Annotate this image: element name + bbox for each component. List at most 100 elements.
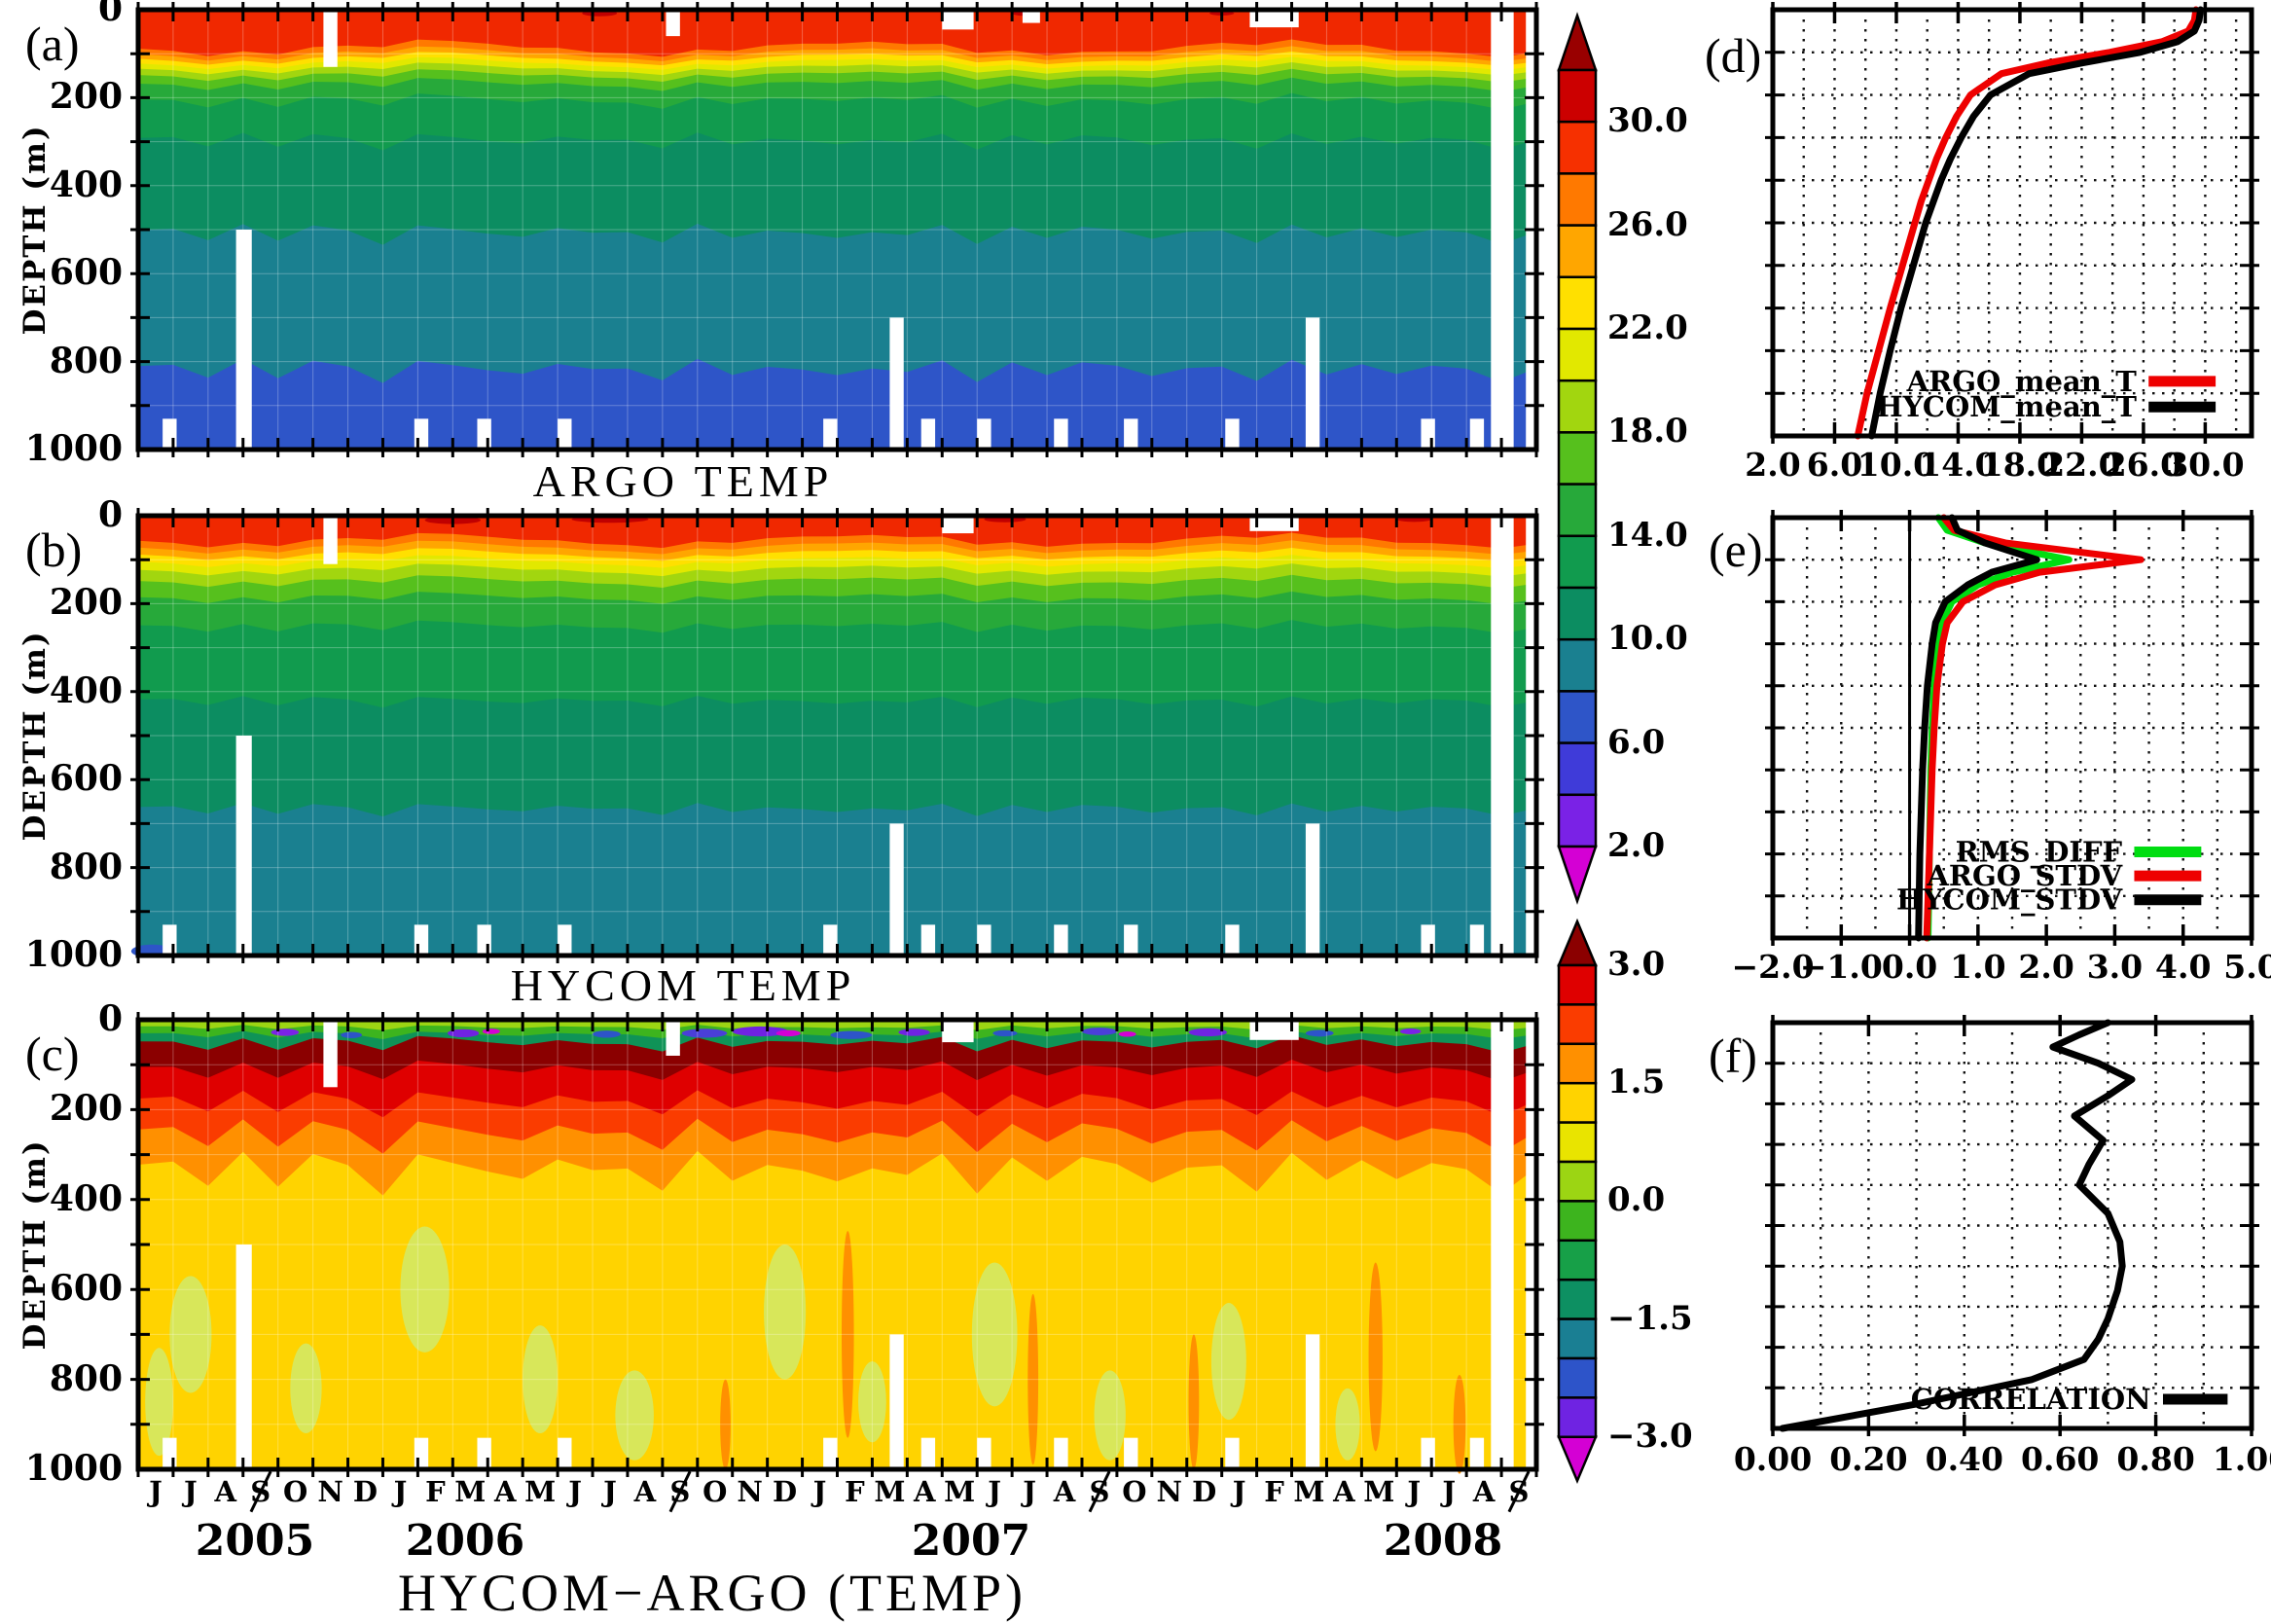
month-label: S [250, 1475, 271, 1508]
panel-letter-c: (c) [25, 1027, 80, 1081]
year-label-2008: 2008 [1383, 1516, 1503, 1566]
month-label: J [1232, 1475, 1246, 1508]
contour-patch [764, 1245, 807, 1380]
month-label: D [773, 1475, 798, 1508]
missing-data-gap [823, 924, 838, 956]
contour-patch [447, 1029, 480, 1038]
missing-data-gap [323, 10, 338, 67]
year-label-2005: 2005 [195, 1516, 315, 1566]
missing-data-gap [977, 418, 991, 450]
x-tick-label-d: 22.0 [2042, 446, 2121, 484]
colorbar-tick-label: 3.0 [1607, 945, 1666, 984]
month-label: M [944, 1475, 976, 1508]
missing-data-gap [1469, 418, 1485, 450]
contour-panel-argo-temp [130, 2, 1544, 457]
month-label: M [874, 1475, 906, 1508]
panel-letter-d: (d) [1705, 28, 1762, 83]
colorbar-tick-label: −1.5 [1607, 1298, 1693, 1338]
month-label: J [1023, 1475, 1036, 1508]
colorbar-tick-label: 14.0 [1607, 515, 1688, 555]
missing-data-gap [889, 317, 904, 450]
legend-label-CORRELATION: CORRELATION [1911, 1383, 2151, 1416]
missing-data-gap [942, 10, 974, 30]
x-tick-label-e: −2.0 [1731, 948, 1815, 986]
month-label: J [184, 1475, 198, 1508]
x-tick-label-e: 5.0 [2223, 948, 2271, 986]
missing-data-gap [1249, 1020, 1299, 1040]
missing-data-gap [1124, 418, 1138, 450]
series-ARGO_STDV [1923, 514, 2145, 942]
contour-patch [1188, 1028, 1228, 1037]
missing-data-gap [323, 516, 338, 564]
y-axis-label-depth-a: DEPTH (m) [18, 124, 53, 336]
figure-title-hycom-minus-argo: HYCOM−ARGO (TEMP) [398, 1564, 1027, 1622]
depth-tick-label: 1000 [24, 1448, 123, 1489]
depth-tick-label: 0 [97, 494, 123, 535]
depth-tick-label: 600 [49, 758, 123, 800]
missing-data-gap [666, 10, 680, 37]
contour-patch [898, 1029, 930, 1036]
x-tick-label-f: 0.20 [1829, 1440, 1908, 1478]
month-label: J [393, 1475, 408, 1508]
colorbar-tick-label: 30.0 [1607, 101, 1688, 141]
contour-patch [841, 1231, 854, 1438]
month-label: F [425, 1475, 446, 1508]
month-label: N [737, 1475, 763, 1508]
contour-patch [1399, 1029, 1422, 1035]
missing-data-gap [1305, 317, 1320, 450]
missing-data-gap [1491, 10, 1514, 450]
colorbar-tick-label: 2.0 [1607, 826, 1666, 865]
contour-patch [1081, 1028, 1117, 1035]
missing-data-gap [558, 1437, 572, 1469]
contour-patch [290, 1343, 322, 1434]
legend-label-RMS_DIFF: RMS_DIFF [1956, 835, 2123, 868]
month-label: A [1333, 1475, 1355, 1508]
x-tick-label-f: 0.80 [2116, 1440, 2195, 1478]
missing-data-gap [942, 516, 974, 534]
x-tick-label-d: 30.0 [2166, 446, 2245, 484]
contour-patch [830, 1030, 873, 1039]
missing-data-gap [1124, 924, 1138, 956]
panel-letter-a: (a) [25, 17, 80, 71]
missing-data-gap [558, 418, 572, 450]
x-tick-label-f: 0.40 [1925, 1440, 2003, 1478]
x-tick-label-f: 1.00 [2212, 1440, 2271, 1478]
month-label: S [1508, 1475, 1530, 1508]
month-label: J [1407, 1475, 1422, 1508]
missing-data-gap [823, 418, 838, 450]
legend-label-ARGO_STDV: ARGO_STDV [1926, 859, 2122, 892]
x-tick-label-d: 26.0 [2104, 446, 2183, 484]
missing-data-gap [920, 418, 936, 450]
series-ARGO_mean_T [1854, 6, 2200, 440]
month-label: A [214, 1475, 237, 1508]
depth-tick-label: 200 [49, 1088, 123, 1130]
x-tick-label-f: 0.60 [2021, 1440, 2100, 1478]
colorbar-tick-label: 26.0 [1607, 204, 1688, 244]
contour-patch [270, 1029, 300, 1036]
contour-patch [775, 1029, 801, 1037]
colorbar-tick-label: 22.0 [1607, 308, 1688, 347]
colorbar-temperature [1557, 12, 1598, 905]
missing-data-gap [1249, 516, 1299, 531]
depth-tick-label: 400 [49, 1177, 123, 1219]
depth-tick-label: 400 [49, 163, 123, 205]
month-label: M [1363, 1475, 1395, 1508]
contour-patch [145, 1348, 173, 1457]
month-label: A [493, 1475, 517, 1508]
missing-data-gap [1469, 1437, 1485, 1469]
missing-data-gap [977, 924, 991, 956]
missing-data-gap [323, 1020, 338, 1088]
depth-tick-label: 400 [49, 669, 123, 711]
month-label: J [988, 1475, 1002, 1508]
missing-data-gap [666, 1020, 680, 1056]
month-label: M [454, 1475, 487, 1508]
month-label: A [1472, 1475, 1496, 1508]
missing-data-gap [889, 823, 904, 956]
contour-patch [593, 1030, 621, 1038]
month-label: A [633, 1475, 657, 1508]
legend-label-ARGO_mean_T: ARGO_mean_T [1906, 365, 2138, 398]
colorbar-temperature-difference [1557, 918, 1598, 1485]
missing-data-gap [235, 736, 252, 956]
